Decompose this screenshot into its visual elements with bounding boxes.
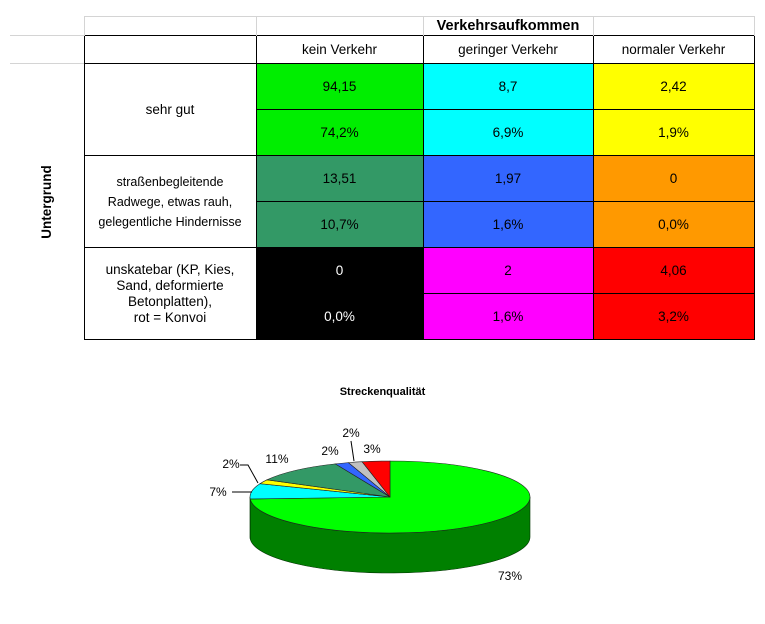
pie-data-label: 2%	[222, 457, 240, 471]
data-table-region: Verkehrsaufkommen kein Verkehr geringer …	[10, 16, 755, 340]
pie-data-label: 3%	[363, 442, 381, 456]
row-label-radwege: straßenbegleitende Radwege, etwas rauh, …	[83, 155, 257, 248]
column-header-kein: kein Verkehr	[255, 35, 424, 64]
leader-line	[240, 464, 259, 484]
row-label-line: gelegentliche Hindernisse	[98, 214, 242, 229]
value-cell: 1,97	[422, 155, 594, 202]
header-spacer	[256, 16, 424, 36]
row-group-text: Untergrund	[38, 165, 54, 239]
percent-cell: 6,9%	[422, 109, 594, 156]
header-spacer-right	[593, 16, 755, 36]
percent-cell: 1,6%	[422, 293, 594, 340]
value-cell: 0	[255, 247, 424, 294]
row-group-label: Untergrund	[10, 63, 84, 340]
value-cell: 13,51	[255, 155, 424, 202]
percent-cell: 0,0%	[255, 293, 424, 340]
pie-data-label: 11%	[265, 452, 288, 466]
row-label-line: Radwege, etwas rauh,	[107, 194, 233, 209]
value-cell: 2	[422, 247, 594, 294]
column-header-gering: geringer Verkehr	[422, 35, 594, 64]
pie-data-label: 2%	[321, 444, 339, 458]
percent-cell: 10,7%	[255, 201, 424, 248]
row-label-unskatebar: unskatebar (KP, Kies, Sand, deformierte …	[83, 247, 257, 340]
column-header-normal: normaler Verkehr	[592, 35, 755, 64]
row-label-line: Sand, deformierte	[116, 277, 224, 293]
percent-cell: 3,2%	[592, 293, 755, 340]
row-label-line: straßenbegleitende	[116, 174, 224, 189]
chart-title: Streckenqualität	[339, 386, 426, 398]
percent-cell: 1,6%	[422, 201, 594, 248]
value-cell: 2,42	[592, 63, 755, 110]
row-label-sehr-gut: sehr gut	[83, 63, 257, 156]
row-label-line: unskatebar (KP, Kies,	[105, 261, 235, 277]
value-cell: 4,06	[592, 247, 755, 294]
pie-data-label: 2%	[342, 426, 360, 440]
percent-cell: 74,2%	[255, 109, 424, 156]
header-blank	[83, 16, 257, 36]
row-label-line: rot = Konvoi	[133, 309, 207, 325]
value-cell: 8,7	[422, 63, 594, 110]
header-group-title: Verkehrsaufkommen	[423, 16, 594, 36]
percent-cell: 1,9%	[592, 109, 755, 156]
row-label-line: sehr gut	[145, 101, 195, 117]
percent-cell: 0,0%	[592, 201, 755, 248]
pie-chart: 73%7%2% 11%2%2%3%	[209, 426, 531, 583]
pie-data-label: 73%	[498, 569, 522, 583]
corner-blank-2	[10, 35, 84, 64]
pie-data-label: 7%	[209, 485, 227, 499]
value-cell: 94,15	[255, 63, 424, 110]
leader-line	[350, 440, 355, 462]
row-label-line: Betonplatten),	[127, 293, 213, 309]
value-cell: 0	[592, 155, 755, 202]
column-header-blank	[83, 35, 257, 64]
pie-slice	[361, 460, 391, 498]
pie-slice	[265, 463, 391, 498]
traffic-surface-table: Verkehrsaufkommen kein Verkehr geringer …	[10, 16, 755, 340]
corner-blank	[10, 17, 84, 36]
